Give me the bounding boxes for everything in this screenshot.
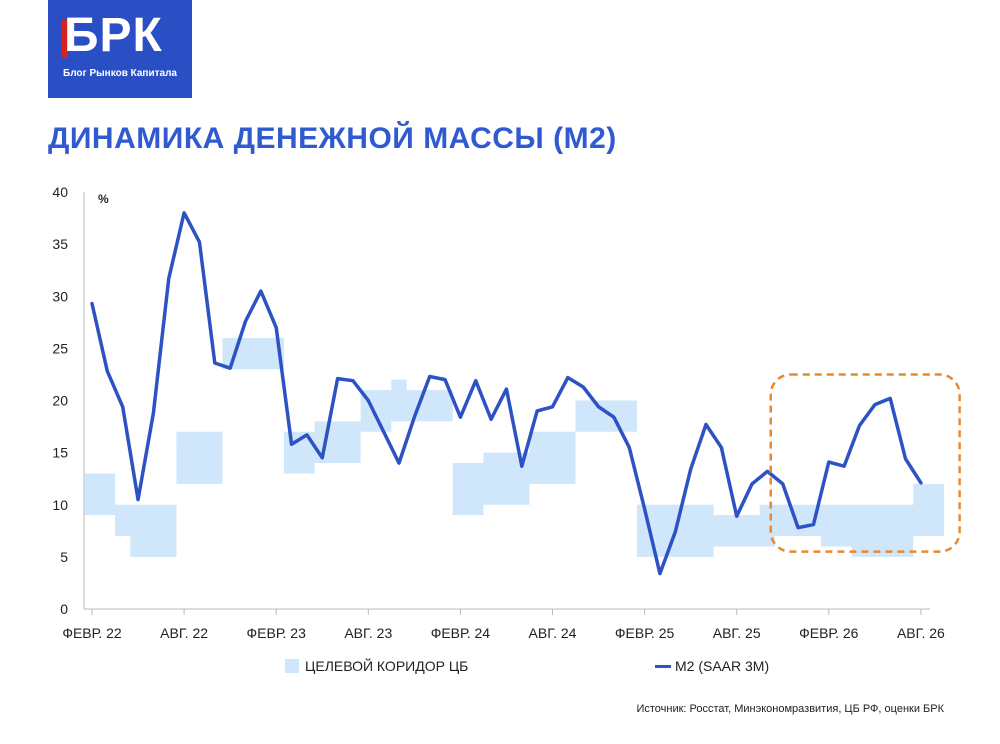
- x-tick-label: ФЕВР. 22: [62, 625, 122, 641]
- m2-point: [566, 376, 570, 379]
- logo-tagline: Блог Рынков Капитала: [63, 68, 177, 79]
- m2-point: [275, 326, 278, 329]
- y-axis: 0 5 10 15 20 25 30 35 40: [52, 184, 85, 617]
- m2-point: [582, 385, 585, 389]
- m2-point: [766, 470, 769, 473]
- m2-point: [689, 468, 692, 471]
- m2-point: [858, 424, 861, 427]
- m2-point: [259, 289, 263, 293]
- y-tick-label: 30: [52, 288, 68, 304]
- legend-band-swatch: [285, 659, 299, 673]
- x-tick-label: ФЕВР. 23: [247, 625, 307, 641]
- m2-point: [213, 361, 216, 365]
- m2-point: [336, 377, 339, 380]
- y-tick-label: 10: [52, 497, 68, 513]
- m2-point: [750, 482, 754, 486]
- y-tick-label: 0: [60, 601, 68, 617]
- y-tick-label: 15: [52, 445, 68, 461]
- legend-band-label: ЦЕЛЕВОЙ КОРИДОР ЦБ: [305, 658, 469, 674]
- m2-point: [842, 464, 846, 468]
- m2-point: [305, 433, 309, 437]
- y-tick-label: 5: [60, 549, 68, 565]
- m2-point: [873, 403, 877, 406]
- m2-point: [198, 240, 201, 244]
- m2-point: [474, 379, 477, 382]
- logo-red-stripe: [62, 20, 68, 58]
- m2-point: [720, 446, 723, 449]
- m2-point: [152, 411, 155, 415]
- legend-line-swatch: [655, 664, 671, 668]
- m2-point: [459, 415, 462, 419]
- m2-point: [520, 464, 523, 468]
- m2-point: [121, 405, 124, 408]
- y-tick-label: 25: [52, 340, 68, 356]
- x-axis: ФЕВР. 22 АВГ. 22 ФЕВР. 23 АВГ. 23 ФЕВР. 24 АВ…: [62, 608, 945, 641]
- m2-point: [551, 405, 554, 408]
- x-tick-label: ФЕВР. 24: [431, 625, 491, 641]
- m2-point: [597, 405, 600, 408]
- m2-point: [228, 366, 232, 370]
- m2-point: [796, 526, 800, 529]
- m2-point: [643, 507, 646, 511]
- m2-point: [443, 378, 447, 381]
- m2-point: [397, 461, 401, 465]
- m2-point: [505, 387, 508, 391]
- m2-point: [90, 302, 94, 305]
- highlight-box: [769, 373, 961, 553]
- y-tick-label: 35: [52, 236, 68, 252]
- m2-point: [735, 515, 738, 518]
- legend-item-band: ЦЕЛЕВОЙ КОРИДОР ЦБ: [285, 658, 468, 674]
- legend-line-label: М2 (SAAR 3М): [675, 658, 770, 674]
- y-axis-unit-label: %: [98, 192, 109, 206]
- m2-point: [812, 523, 815, 526]
- m2-point: [489, 418, 493, 421]
- legend-item-line: М2 (SAAR 3М): [655, 658, 769, 674]
- m2-point: [367, 399, 370, 402]
- logo-mark: БРК: [64, 9, 163, 62]
- m2-point: [535, 409, 539, 413]
- m2-point: [321, 456, 324, 460]
- y-tick-label: 40: [52, 184, 68, 200]
- m2-point: [106, 370, 109, 373]
- m2-line: [90, 211, 923, 576]
- y-tick-label: 20: [52, 393, 68, 409]
- m2-point: [413, 415, 416, 419]
- m2-series: [90, 211, 923, 576]
- m2-point: [704, 423, 708, 426]
- m2-point: [674, 530, 677, 534]
- m2-point: [658, 572, 662, 575]
- source-note: Источник: Росстат, Минэкономразвития, ЦБ…: [636, 703, 944, 715]
- m2-point: [827, 460, 830, 464]
- m2-point: [167, 277, 170, 280]
- m2-point: [290, 443, 293, 446]
- m2-point: [382, 430, 385, 433]
- m2-point: [628, 446, 631, 449]
- m2-point: [244, 320, 247, 323]
- m2-point: [919, 481, 923, 485]
- target-band-area: [84, 337, 944, 557]
- target-band: [84, 337, 944, 557]
- highlight-box-rect: [769, 373, 961, 553]
- x-tick-label: АВГ. 25: [713, 625, 761, 641]
- m2-point: [612, 415, 616, 419]
- x-tick-label: ФЕВР. 26: [799, 625, 859, 641]
- x-tick-label: АВГ. 23: [344, 625, 392, 641]
- m2-point: [781, 482, 784, 486]
- m2-point: [351, 379, 355, 382]
- m2-point: [136, 498, 140, 501]
- m2-point: [428, 375, 431, 378]
- x-tick-label: АВГ. 22: [160, 625, 208, 641]
- x-tick-label: АВГ. 24: [529, 625, 577, 641]
- m2-point: [182, 211, 186, 215]
- x-tick-label: ФЕВР. 25: [615, 625, 675, 641]
- chart-title: ДИНАМИКА ДЕНЕЖНОЙ МАССЫ (М2): [48, 122, 617, 155]
- brand-logo: БРК Блог Рынков Капитала: [48, 0, 192, 98]
- x-tick-label: АВГ. 26: [897, 625, 945, 641]
- m2-point: [904, 457, 907, 461]
- m2-point: [889, 397, 892, 400]
